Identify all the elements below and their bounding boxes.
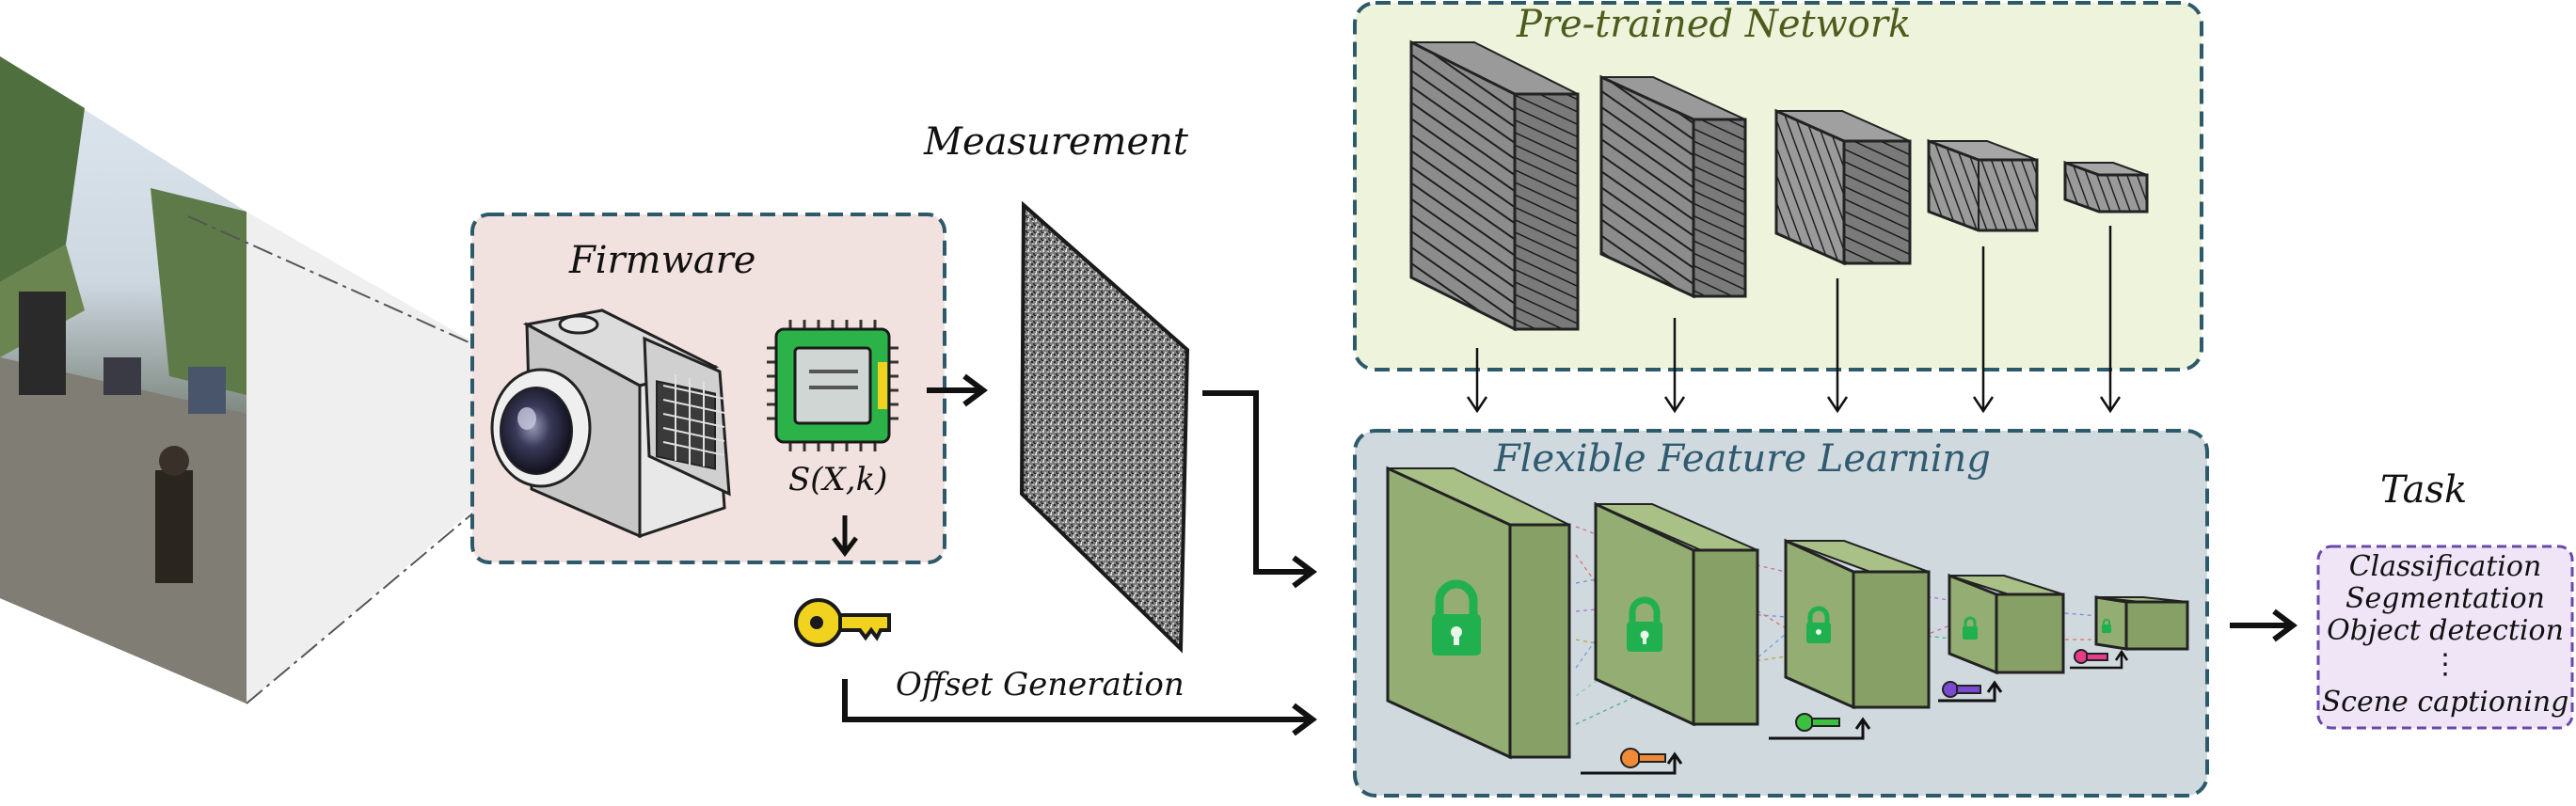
- label-pretrained-network: Pre-trained Network: [1517, 3, 1912, 46]
- chip-icon: [767, 320, 898, 451]
- arrow-sxk-down: [832, 515, 858, 558]
- projection-cone: [187, 212, 514, 704]
- key-pink-icon: [2070, 649, 2129, 670]
- pretrained-block-1: [1409, 40, 1580, 332]
- task-item-segmentation: Segmentation: [2345, 582, 2545, 615]
- flexible-block-5: [2094, 595, 2189, 651]
- lock-icon-2: [1627, 596, 1662, 652]
- label-firmware: Firmware: [569, 239, 756, 282]
- task-box: [2316, 545, 2574, 730]
- task-item-scene-captioning: Scene captioning: [2321, 686, 2569, 719]
- label-offset-generation: Offset Generation: [896, 666, 1185, 703]
- pretrained-to-flexible-arrows: [1466, 226, 2122, 414]
- input-photo: [0, 56, 246, 703]
- pretrained-block-2: [1599, 74, 1747, 299]
- label-sxk: S(X,k): [788, 461, 888, 498]
- arrow-measurement-to-flexible: [1202, 390, 1317, 589]
- lock-icon-3: [1806, 606, 1831, 643]
- task-item-object-detection: Object detection: [2327, 614, 2564, 647]
- label-measurement: Measurement: [924, 120, 1188, 164]
- pretrained-block-3: [1774, 108, 1912, 266]
- arrow-firmware-to-measurement: [927, 373, 988, 407]
- task-list: Classification Segmentation Object detec…: [2318, 548, 2572, 730]
- label-task: Task: [2380, 468, 2468, 512]
- key-purple-icon: [1938, 680, 2003, 703]
- camera-icon: [490, 308, 731, 539]
- pretrained-block-4: [1927, 138, 2039, 232]
- arrow-flexible-to-task: [2230, 608, 2298, 642]
- task-item-ellipsis: ⋮: [2431, 648, 2459, 681]
- lock-icon-5: [2102, 619, 2111, 633]
- key-orange-icon: [1581, 748, 1683, 775]
- camera-grid: [662, 374, 725, 466]
- measurement-image: [1019, 200, 1190, 654]
- lock-icon-4: [1963, 616, 1978, 640]
- pretrained-block-5: [2063, 160, 2149, 213]
- label-flexible-feature-learning: Flexible Feature Learning: [1494, 437, 1991, 481]
- lock-icon-1: [1432, 579, 1481, 656]
- key-yellow-icon: [794, 598, 891, 647]
- flexible-block-4: [1948, 573, 2065, 675]
- flexible-block-2: [1594, 501, 1759, 727]
- flexible-block-1: [1386, 466, 1571, 760]
- arrow-offset-generation: [842, 679, 1317, 736]
- task-item-classification: Classification: [2348, 550, 2542, 583]
- key-green-icon: [1769, 713, 1871, 740]
